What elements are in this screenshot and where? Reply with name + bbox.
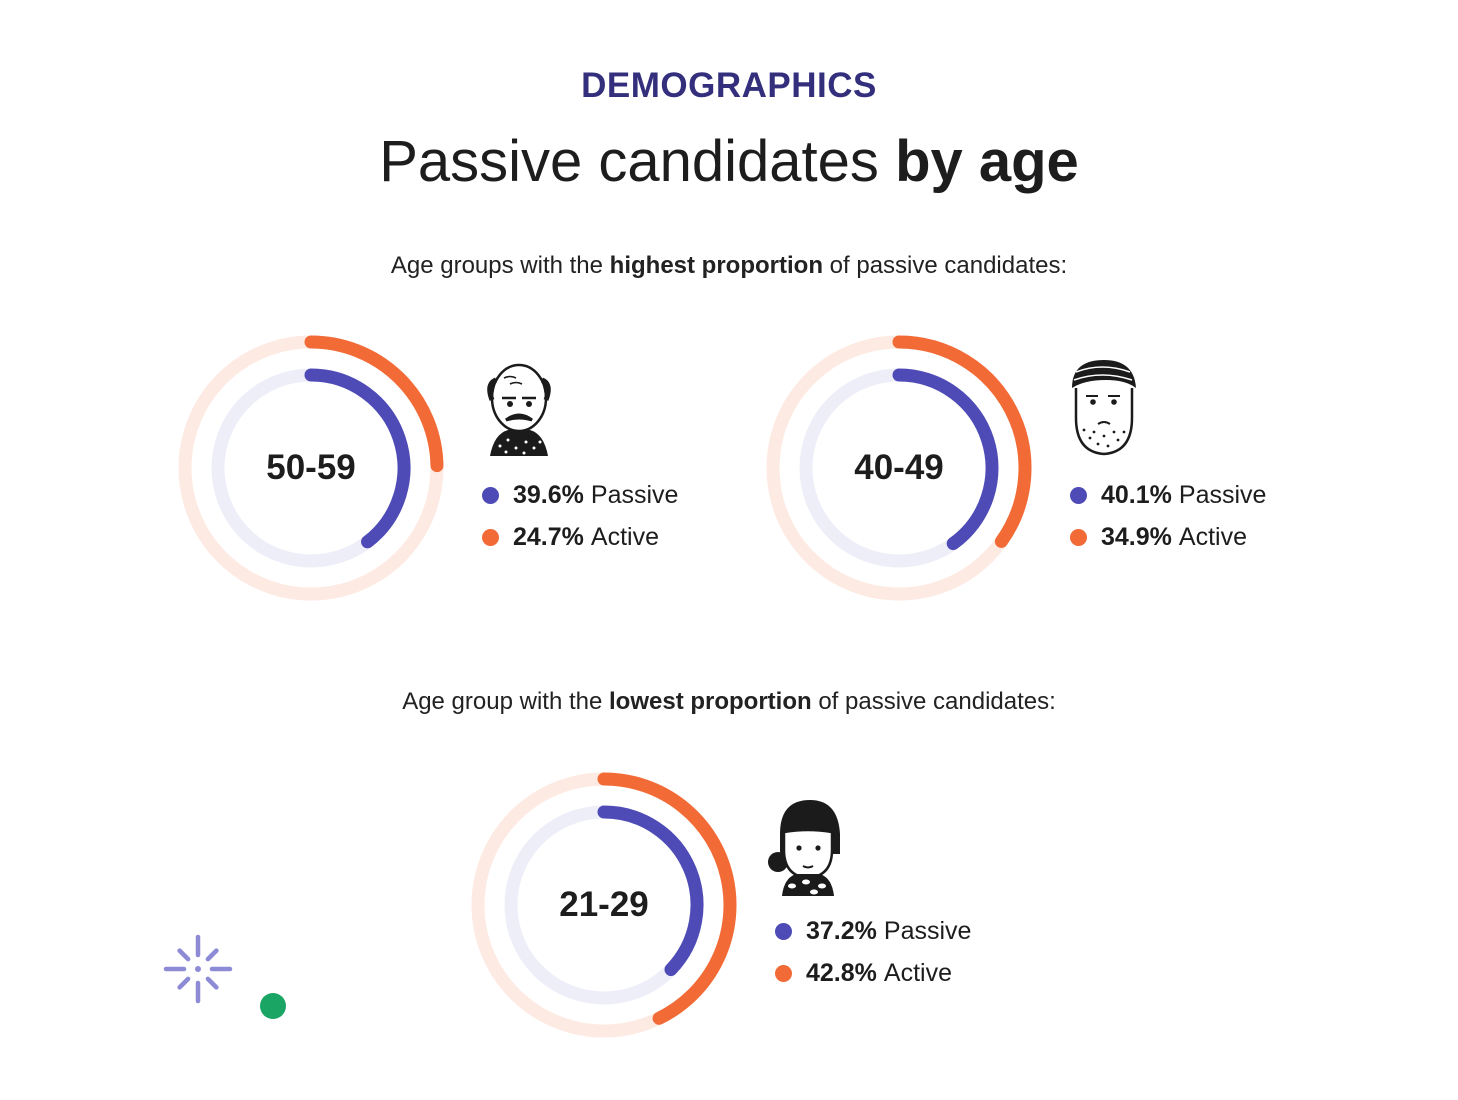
donut-chart-40-49: 40-49 bbox=[764, 333, 1034, 603]
active-label: Active bbox=[883, 958, 952, 987]
age-label: 40-49 bbox=[854, 448, 944, 487]
donut-chart-50-59: 50-59 bbox=[176, 333, 446, 603]
subtitle-text: Age groups with the bbox=[390, 252, 603, 279]
legend-item-active: 24.7% Active bbox=[482, 516, 678, 558]
age-label: 50-59 bbox=[266, 448, 356, 487]
legend-item-passive: 40.1% Passive bbox=[1070, 474, 1266, 516]
passive-label: Passive bbox=[883, 916, 972, 945]
page-title: Passive candidates by age bbox=[0, 128, 1458, 195]
active-value: 34.9% bbox=[1101, 522, 1172, 551]
active-dot bbox=[1070, 528, 1087, 546]
passive-value: 37.2% bbox=[806, 916, 877, 945]
subtitle-text: Age group with the bbox=[402, 688, 603, 715]
legend-item-active: 42.8% Active bbox=[775, 952, 971, 994]
bearded-man-icon bbox=[1064, 358, 1142, 458]
passive-label: Passive bbox=[1178, 480, 1267, 509]
passive-arc bbox=[892, 368, 999, 551]
subtitle-bold: highest proportion bbox=[609, 252, 823, 279]
passive-label: Passive bbox=[590, 480, 679, 509]
title-regular: Passive candidates bbox=[379, 129, 879, 194]
active-label: Active bbox=[590, 522, 659, 551]
donut-svg bbox=[766, 335, 1032, 601]
passive-arc bbox=[304, 368, 411, 549]
subtitle-bold: lowest proportion bbox=[609, 688, 812, 715]
sparkle-icon bbox=[163, 934, 233, 1004]
active-value: 42.8% bbox=[806, 958, 877, 987]
bald-man-mustache-icon bbox=[480, 358, 558, 458]
subtitle-text: of passive candidates: bbox=[818, 688, 1056, 715]
active-dot bbox=[775, 964, 792, 982]
legend-21-29: 37.2% Passive 42.8% Active bbox=[775, 910, 971, 994]
active-dot bbox=[482, 528, 499, 546]
passive-dot bbox=[482, 486, 499, 504]
active-arc bbox=[304, 335, 444, 473]
green-dot-icon bbox=[260, 993, 286, 1019]
passive-arc bbox=[597, 805, 704, 977]
donut-svg bbox=[471, 772, 737, 1038]
title-bold: by age bbox=[895, 129, 1079, 194]
lowest-subtitle: Age group with the lowest proportion of … bbox=[0, 688, 1458, 716]
legend-50-59: 39.6% Passive 24.7% Active bbox=[482, 474, 678, 558]
age-label: 21-29 bbox=[559, 885, 649, 924]
subtitle-text: of passive candidates: bbox=[829, 252, 1068, 279]
donut-svg bbox=[178, 335, 444, 601]
legend-40-49: 40.1% Passive 34.9% Active bbox=[1070, 474, 1266, 558]
active-label: Active bbox=[1178, 522, 1247, 551]
passive-dot bbox=[1070, 486, 1087, 504]
highest-subtitle: Age groups with the highest proportion o… bbox=[0, 252, 1458, 280]
section-eyebrow: DEMOGRAPHICS bbox=[581, 66, 877, 105]
legend-item-active: 34.9% Active bbox=[1070, 516, 1266, 558]
active-arc bbox=[597, 772, 737, 1025]
active-value: 24.7% bbox=[513, 522, 584, 551]
donut-chart-21-29: 21-29 bbox=[469, 770, 739, 1040]
legend-item-passive: 37.2% Passive bbox=[775, 910, 971, 952]
young-woman-icon bbox=[768, 796, 848, 896]
active-arc bbox=[892, 335, 1032, 548]
passive-value: 39.6% bbox=[513, 480, 584, 509]
passive-dot bbox=[775, 922, 792, 940]
passive-value: 40.1% bbox=[1101, 480, 1172, 509]
legend-item-passive: 39.6% Passive bbox=[482, 474, 678, 516]
